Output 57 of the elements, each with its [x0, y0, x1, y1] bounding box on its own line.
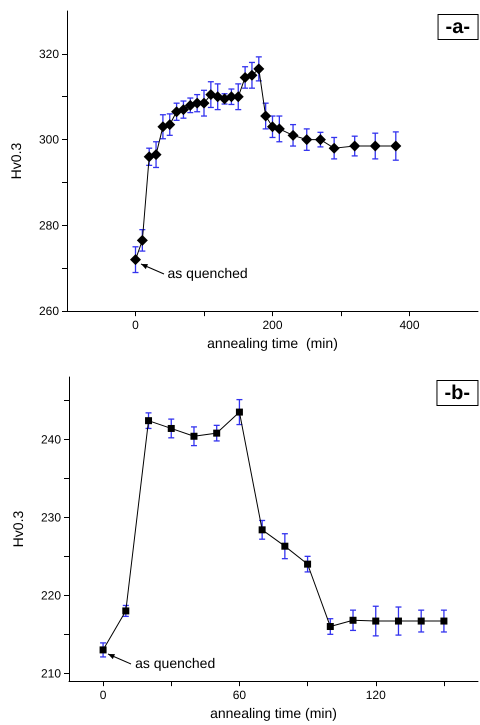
x-tick-label: 0 — [132, 318, 140, 332]
y-tick-label: 220 — [40, 588, 62, 602]
point — [418, 618, 425, 625]
chart-title: -b- — [444, 382, 470, 404]
x-axis-title: annealing time (min) — [207, 335, 338, 351]
point — [171, 106, 182, 118]
point — [236, 408, 243, 416]
x-tick-label: 60 — [232, 688, 246, 702]
annotation: as quenched — [135, 654, 216, 671]
y-tick-label: 280 — [38, 218, 60, 232]
point — [288, 130, 299, 141]
y-tick-label: 300 — [38, 132, 60, 147]
point — [100, 646, 107, 654]
point — [440, 618, 448, 625]
point — [390, 140, 402, 152]
y-tick-label: 230 — [40, 510, 62, 524]
point — [212, 91, 224, 102]
x-tick-label: 400 — [399, 318, 420, 332]
point — [304, 560, 312, 568]
point — [253, 63, 264, 74]
chart-title: -a- — [446, 16, 470, 38]
point — [372, 618, 380, 625]
point — [274, 123, 285, 134]
y-axis-title: Hv0.3 — [10, 510, 26, 548]
point — [350, 616, 357, 624]
point — [314, 134, 326, 146]
point — [144, 151, 155, 162]
y-axis-title: Hv0.3 — [8, 142, 24, 180]
point — [122, 607, 130, 614]
point — [281, 542, 288, 550]
y-tick-label: 240 — [40, 432, 62, 446]
point — [168, 424, 175, 432]
x-axis-title: annealing time (min) — [210, 705, 337, 721]
y-tick-label: 320 — [38, 46, 60, 61]
annotation: as quenched — [168, 264, 248, 281]
point — [349, 140, 360, 152]
point — [326, 623, 334, 630]
point — [301, 134, 312, 146]
point — [258, 526, 266, 534]
point — [370, 140, 381, 152]
point — [150, 149, 162, 160]
point — [136, 234, 148, 246]
x-tick-label: 120 — [366, 688, 386, 702]
point — [130, 254, 141, 266]
y-tick-label: 260 — [38, 304, 60, 318]
point — [145, 417, 152, 424]
x-tick-label: 200 — [262, 318, 283, 332]
point — [246, 70, 258, 81]
point — [213, 430, 220, 437]
point — [394, 618, 402, 625]
point — [178, 104, 189, 116]
point — [328, 142, 340, 154]
x-tick-label: 0 — [100, 688, 107, 702]
y-tick-label: 210 — [40, 666, 62, 680]
point — [260, 110, 272, 122]
point — [190, 432, 198, 440]
point — [164, 119, 176, 130]
